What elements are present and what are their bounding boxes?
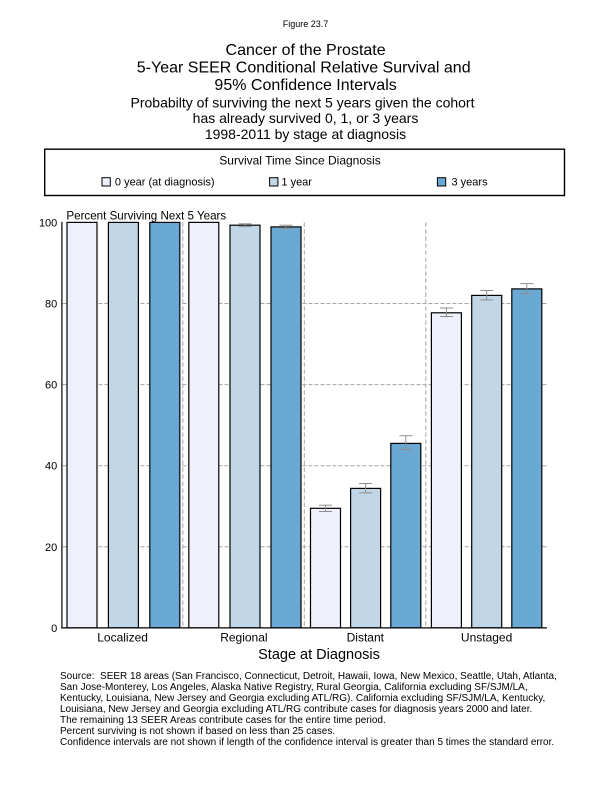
svg-text:has already survived 0, 1, or: has already survived 0, 1, or 3 years <box>193 110 419 126</box>
svg-text:1998-2011 by stage at diagnosi: 1998-2011 by stage at diagnosis <box>205 126 406 142</box>
svg-text:3 years: 3 years <box>452 176 489 188</box>
svg-text:Confidence intervals are not s: Confidence intervals are not shown if le… <box>60 737 554 748</box>
svg-text:Regional: Regional <box>220 631 267 645</box>
svg-text:0: 0 <box>51 623 57 635</box>
svg-text:100: 100 <box>39 217 57 229</box>
svg-text:Cancer of the Prostate: Cancer of the Prostate <box>226 42 386 59</box>
svg-text:Percent Surviving Next 5 Years: Percent Surviving Next 5 Years <box>66 210 226 223</box>
svg-text:60: 60 <box>45 380 57 392</box>
svg-text:40: 40 <box>45 461 57 473</box>
svg-text:Localized: Localized <box>97 631 148 645</box>
svg-text:Kentucky, Louisiana, New Jerse: Kentucky, Louisiana, New Jersey and Geor… <box>60 693 545 704</box>
svg-text:The remaining 13 SEER Areas co: The remaining 13 SEER Areas contribute c… <box>60 715 386 726</box>
svg-text:Distant: Distant <box>347 631 385 645</box>
svg-text:Stage at Diagnosis: Stage at Diagnosis <box>258 647 380 663</box>
svg-text:0 year (at diagnosis): 0 year (at diagnosis) <box>115 176 215 188</box>
svg-text:Survival Time Since Diagnosis: Survival Time Since Diagnosis <box>219 153 380 167</box>
svg-text:95% Confidence Intervals: 95% Confidence Intervals <box>214 77 396 94</box>
svg-text:Probabilty of surviving the ne: Probabilty of surviving the next 5 years… <box>131 94 475 110</box>
svg-text:Figure 23.7: Figure 23.7 <box>283 19 329 29</box>
svg-text:San Jose-Monterey, Los Angeles: San Jose-Monterey, Los Angeles, Alaska N… <box>60 682 528 693</box>
svg-text:20: 20 <box>45 542 57 554</box>
svg-text:Percent surviving is not shown: Percent surviving is not shown if based … <box>60 726 335 737</box>
svg-text:Louisiana, New Jersey and Geor: Louisiana, New Jersey and Georgia exclud… <box>60 704 532 715</box>
svg-text:Source: SEER 18 areas (San Fr: Source: SEER 18 areas (San Francisco, Co… <box>60 671 557 682</box>
svg-text:80: 80 <box>45 299 57 311</box>
svg-text:1 year: 1 year <box>281 176 312 188</box>
svg-text:5-Year SEER Conditional Relati: 5-Year SEER Conditional Relative Surviva… <box>137 60 471 77</box>
svg-text:Unstaged: Unstaged <box>461 631 512 645</box>
